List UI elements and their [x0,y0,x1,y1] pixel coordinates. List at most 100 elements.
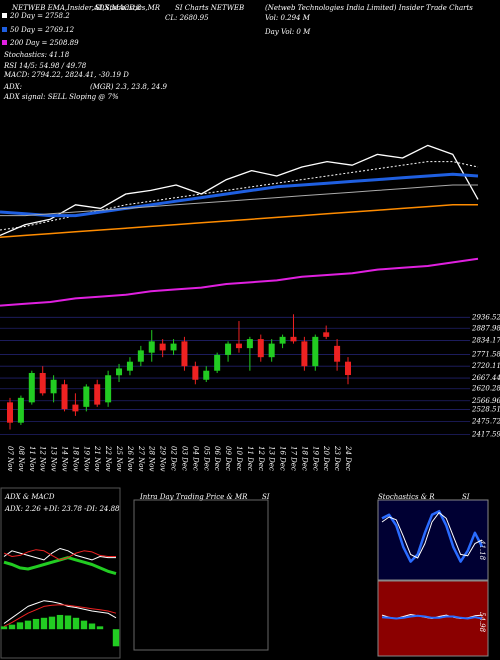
y-tick-label: 2528.51 [471,405,500,413]
x-tick-label: 14 Nov [61,446,69,471]
x-tick-label: 11 Dec [246,446,254,471]
x-tick-label: 18 Nov [71,446,79,471]
candle-body [50,379,57,394]
annotation: ADX: [3,83,22,91]
series-line [0,172,479,218]
x-tick-label: 11 Nov [28,446,36,471]
x-tick-label: 04 Dec [191,446,199,471]
x-tick-label: 24 Dec [344,445,352,471]
candle-body [83,386,90,407]
candle-body [268,343,275,358]
x-tick-label: 29 Nov [159,445,167,471]
candle-body [225,343,232,355]
candle-body [39,372,46,394]
candle-body [323,332,330,337]
candle-body [246,339,253,349]
histogram-bar [64,615,72,630]
x-tick-label: 10 Dec [235,446,243,471]
series-line [0,144,479,236]
panel-subtitle: SI [262,493,270,501]
x-tick-label: 19 Dec [311,446,319,471]
x-tick-label: 23 Dec [333,445,341,471]
x-tick-label: 08 Nov [17,446,25,471]
intraday-panel-frame [133,499,269,651]
y-tick-label: 2720.11 [471,362,500,370]
panel-subtitle: SI [462,493,470,501]
series-line [3,604,117,627]
candle-body [159,343,166,351]
candle-body [257,339,264,358]
candle-body [94,384,101,405]
annotation: Stochastics: 41.18 [4,51,70,59]
candle-body [203,370,210,380]
annotation: ADX signal: SELL Sloping @ 7% [3,93,119,101]
y-tick-label: 2566.96 [471,397,500,405]
x-tick-label: 28 Nov [148,445,156,471]
series-line [381,509,484,563]
series-line [3,600,117,624]
series-line [381,614,483,620]
panel-subtitle: ADX: 2.26 +DI: 23.78 -DI: 24.88 [4,505,120,513]
histogram-bar [112,629,120,647]
candle-body [126,361,133,371]
annotation: 20 Day = 2758.2 [9,12,70,20]
annotation: (MGR) 2.3, 23.8, 24.9 [90,83,167,91]
adx-panel-frame [0,487,121,659]
x-tick-label: 21 Nov [93,445,101,471]
annotation: MACD: 2794.22, 2824.41, -30.19 D [3,71,129,79]
x-tick-label: 03 Dec [180,446,188,471]
histogram-bar [8,624,16,630]
candle-body [148,341,155,353]
candle-body [345,361,351,376]
series-line [3,549,116,561]
histogram-bar [88,623,96,630]
annotation: 50 Day = 2769.12 [10,26,75,34]
x-tick-label: 16 Dec [279,446,287,471]
annotation: RSI 14/5: 54.98 / 49.78 [3,62,87,70]
candle-body [214,354,221,371]
x-tick-label: 20 Dec [322,445,330,471]
annotation: 54.98 [478,612,486,633]
panel-title: Stochastics & R [378,493,435,501]
candle-body [334,345,341,362]
x-tick-label: 25 Nov [115,445,123,471]
x-tick-label: 26 Nov [126,445,134,471]
candle-body [61,384,68,410]
x-tick-label: 05 Dec [202,446,210,471]
x-tick-label: 19 Nov [82,446,90,471]
histogram-bar [24,620,32,630]
y-tick-label: 2936.52 [471,313,500,321]
candle-body [7,402,13,423]
candle-body [17,397,24,423]
x-tick-label: 27 Nov [137,445,145,471]
candle-body [170,343,177,351]
annotation: (Netweb Technologies India Limited) Insi… [265,4,473,12]
x-tick-label: 06 Dec [213,446,221,471]
x-tick-label: 12 Nov [39,446,47,471]
x-tick-label: 13 Nov [50,446,58,471]
series-line [0,257,479,307]
panel-title: ADX & MACD [4,493,55,501]
candle-body [137,350,144,362]
y-tick-label: 2475.72 [471,417,500,425]
candle-body [290,336,297,342]
annotation: NETWEB EMA,Insider,ADX,MACD,8 [11,4,142,12]
candle-body [301,341,308,367]
annotation: 200 Day = 2508.89 [9,39,79,47]
histogram-bar [80,620,88,630]
y-tick-label: 2887.98 [471,324,500,332]
y-tick-label: 2667.44 [471,374,500,382]
x-tick-label: 09 Dec [224,446,232,471]
annotation: Day Vol: 0 M [264,28,311,36]
candle-body [105,375,112,403]
x-tick-label: 13 Dec [268,446,276,471]
panel-title: Intra Day Trading Price & MR [139,493,248,501]
legend-swatch [2,27,7,32]
annotation: SI,Stochastics,MR [95,4,161,12]
y-tick-label: 2771.58 [471,351,500,359]
x-tick-label: 18 Dec [300,446,308,471]
x-tick-label: 12 Dec [257,446,265,471]
annotation: 41.18 [478,539,486,561]
annotation: CL: 2680.95 [165,14,209,22]
